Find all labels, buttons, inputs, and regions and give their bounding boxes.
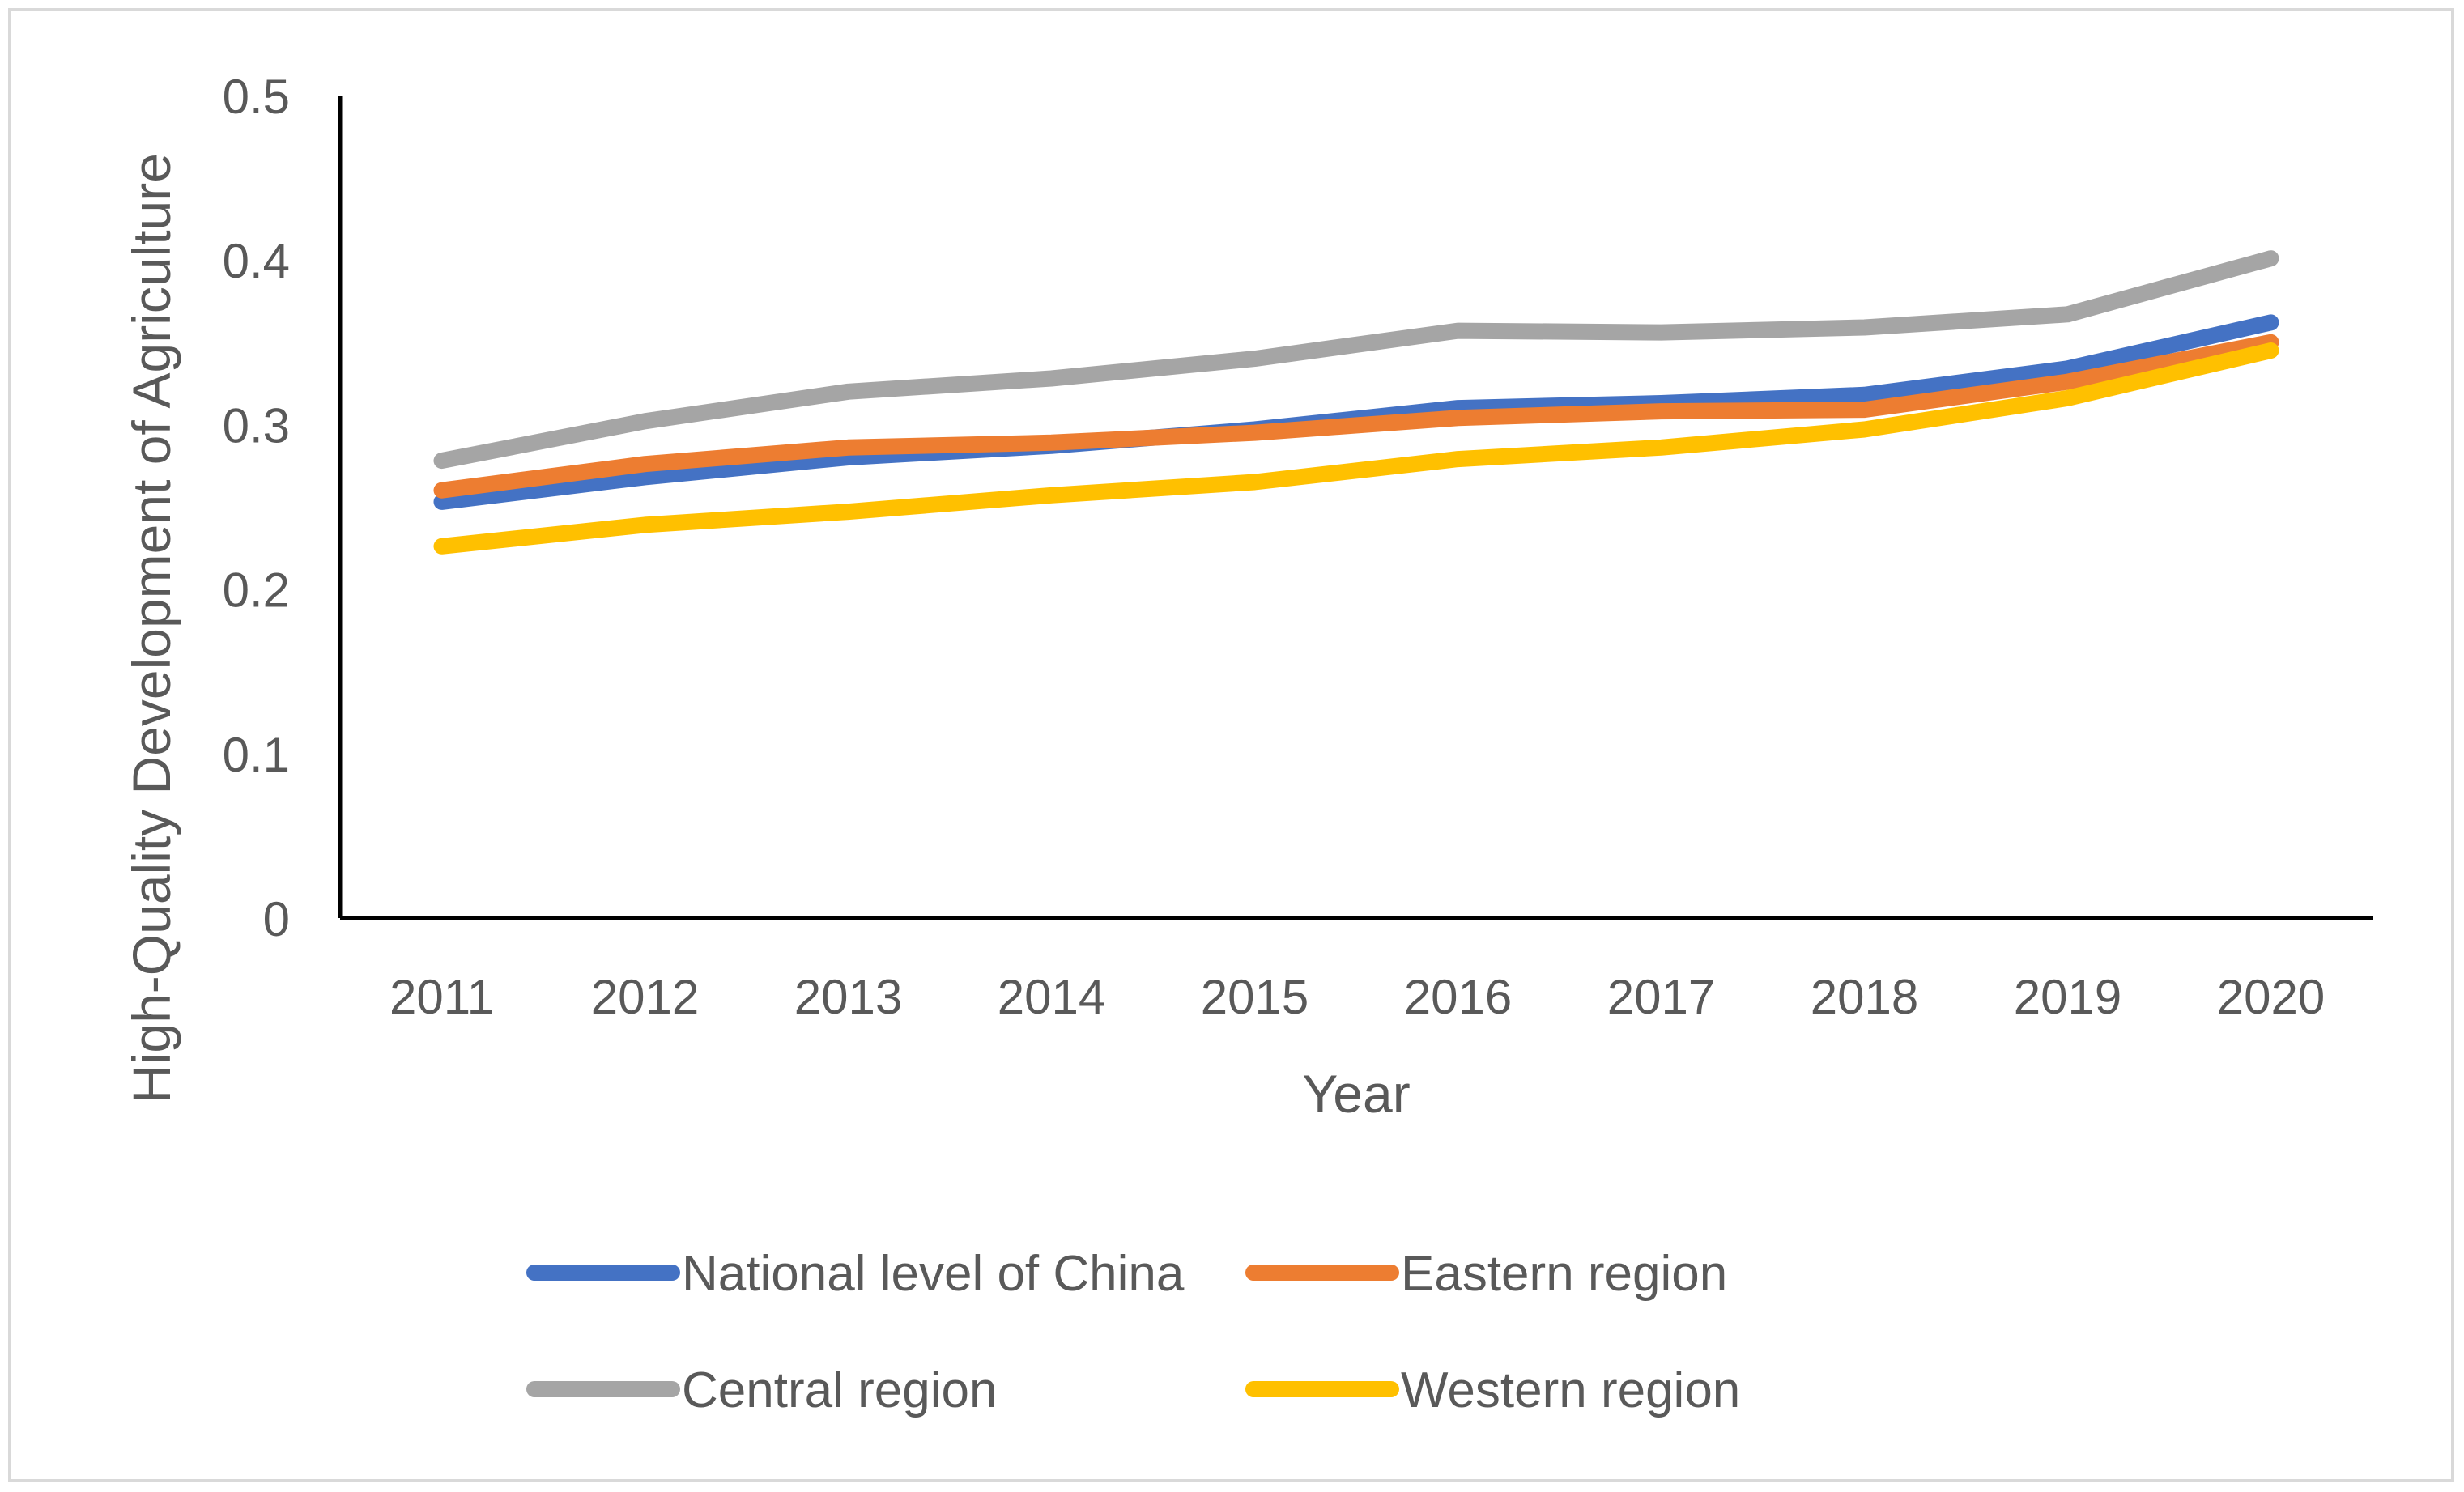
x-tick-label: 2020 (2217, 970, 2325, 1024)
y-tick-label: 0.1 (223, 728, 290, 782)
y-tick-label: 0.4 (223, 234, 290, 288)
y-tick-label: 0.2 (223, 563, 290, 618)
legend-label: Eastern region (1401, 1246, 1727, 1302)
series-line-eastern-region (433, 334, 2279, 499)
x-axis-ticks: 2011 2012 2013 2014 2015 2016 2017 2018 2019 2020 (389, 970, 2325, 1024)
legend: National level of China Eastern region Cen… (526, 1246, 1740, 1418)
x-tick-label: 2019 (2014, 970, 2121, 1024)
x-axis-title: Year (1302, 1064, 1410, 1124)
y-tick-label: 0.3 (223, 398, 290, 453)
legend-item: Central region (526, 1362, 997, 1418)
series-line-western-region (433, 342, 2279, 555)
y-axis-title: High-Quality Development of Agriculture (121, 153, 181, 1103)
x-tick-label: 2018 (1811, 970, 1918, 1024)
y-axis-ticks: 0 0.1 0.2 0.3 0.4 0.5 (223, 70, 290, 946)
chart-frame (8, 8, 2454, 1482)
x-tick-label: 2016 (1404, 970, 1512, 1024)
x-tick-label: 2012 (591, 970, 699, 1024)
legend-label: National level of China (682, 1246, 1185, 1302)
y-tick-label: 0.5 (223, 70, 290, 124)
x-tick-label: 2014 (998, 970, 1105, 1024)
x-tick-label: 2015 (1201, 970, 1309, 1024)
legend-item: Eastern region (1245, 1246, 1727, 1302)
legend-label: Western region (1401, 1362, 1740, 1418)
x-tick-label: 2011 (389, 970, 494, 1024)
x-tick-label: 2013 (794, 970, 902, 1024)
series-line-central-region (433, 250, 2279, 470)
legend-item: Western region (1245, 1362, 1740, 1418)
legend-label: Central region (682, 1362, 997, 1418)
y-tick-label: 0 (263, 892, 290, 946)
x-tick-label: 2017 (1607, 970, 1715, 1024)
legend-item: National level of China (526, 1246, 1185, 1302)
series-lines (433, 250, 2279, 555)
